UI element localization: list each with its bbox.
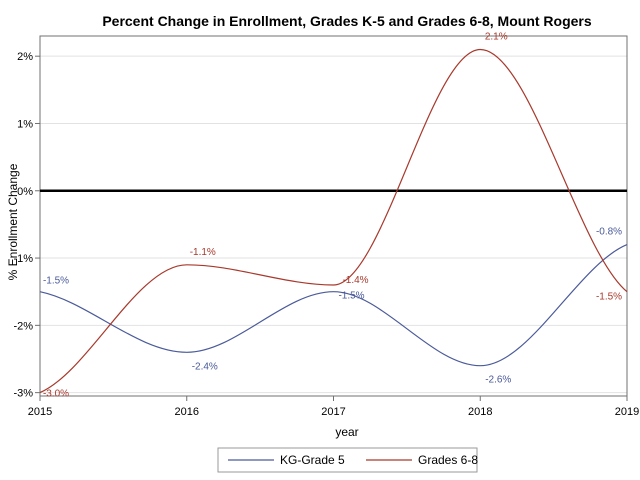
y-axis-label: % Enrollment Change	[6, 163, 20, 280]
x-tick-label: 2018	[468, 406, 492, 418]
x-tick-label: 2015	[28, 406, 52, 418]
data-label: -1.1%	[190, 247, 216, 258]
chart-title: Percent Change in Enrollment, Grades K-5…	[102, 13, 592, 29]
gridlines	[40, 55, 627, 394]
data-label: -0.8%	[596, 227, 622, 238]
x-tick-label: 2019	[615, 406, 639, 418]
legend-frame	[217, 447, 478, 473]
data-label: -2.6%	[485, 375, 511, 386]
y-tick-label: -2%	[13, 320, 33, 332]
y-tick-label: -1%	[13, 253, 33, 265]
y-tick-label: 1%	[17, 118, 33, 130]
data-label: -1.5%	[43, 276, 69, 287]
x-tick-label: 2016	[175, 406, 199, 418]
y-tick-label: 0%	[17, 186, 33, 198]
data-label: 2.1%	[485, 31, 508, 42]
data-labels: -1.5% -2.4% -1.5% -2.6% -0.8% -3.0% -1.1% -1.4%…	[43, 31, 622, 399]
data-label: -1.5%	[338, 291, 364, 302]
x-tick-label: 2017	[321, 406, 345, 418]
series-layer	[39, 48, 628, 394]
legend: KG-Grade 5 Grades 6-8	[217, 447, 478, 473]
legend-item-label: KG-Grade 5	[280, 453, 345, 467]
series-line-kg-grade-5	[39, 244, 628, 367]
series-line-grades-6-8	[39, 48, 628, 394]
x-axis-label: year	[335, 425, 358, 439]
data-label: -2.4%	[192, 361, 218, 372]
y-tick-label: 2%	[17, 51, 33, 63]
legend-item-label: Grades 6-8	[418, 453, 478, 467]
data-label: -3.0%	[43, 389, 69, 400]
x-axis-ticks: 2015 2016 2017 2018 2019	[28, 396, 639, 418]
data-label: -1.5%	[596, 292, 622, 303]
data-label: -1.4%	[342, 275, 368, 286]
y-axis-ticks: -3% -2% -1% 0% 1% 2%	[13, 51, 40, 400]
y-tick-label: -3%	[13, 388, 33, 400]
